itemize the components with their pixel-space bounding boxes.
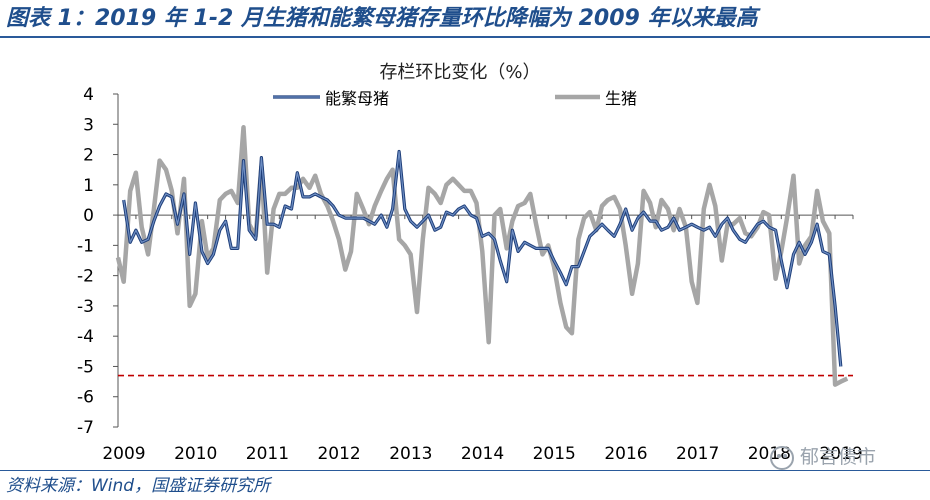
wechat-icon xyxy=(770,445,794,470)
y-tick-label: -5 xyxy=(77,357,94,377)
y-tick-label: -3 xyxy=(77,297,94,317)
series-line-hog xyxy=(115,125,849,387)
x-tick-label: 2013 xyxy=(389,444,432,464)
series-line-sow xyxy=(123,150,842,367)
x-tick-label: 2011 xyxy=(246,444,289,464)
title-divider xyxy=(0,36,930,38)
legend-label-sow: 能繁母猪 xyxy=(325,89,389,108)
chart-title: 存栏环比变化（%） xyxy=(379,62,540,83)
watermark: 郁言债市 xyxy=(770,443,920,471)
y-tick-label: 3 xyxy=(83,115,94,135)
watermark-text: 郁言债市 xyxy=(800,446,877,468)
y-tick-label: -2 xyxy=(77,267,94,287)
x-tick-label: 2014 xyxy=(461,444,504,464)
x-tick-label: 2010 xyxy=(174,444,217,464)
y-tick-label: -1 xyxy=(77,236,94,256)
x-tick-label: 2019 xyxy=(819,444,862,464)
x-tick-label: 2009 xyxy=(102,444,145,464)
legend-label-hog: 生猪 xyxy=(605,89,637,108)
y-tick-label: -7 xyxy=(77,418,94,438)
x-tick-label: 2012 xyxy=(317,444,360,464)
source-divider xyxy=(0,470,930,471)
figure-source: 资料来源：Wind，国盛证券研究所 xyxy=(6,476,271,496)
axes-layer: 4 3 2 1 0 -1 -2 -3 -4 -5 -6 -7 2009 2010 2011 2012 2013 2… xyxy=(77,85,863,464)
x-tick-label: 2017 xyxy=(676,444,719,464)
line-chart: 存栏环比变化（%） 4 3 2 1 0 -1 -2 -3 -4 -5 -6 -7 2009 2010 201… xyxy=(77,62,863,464)
y-tick-label: 1 xyxy=(83,176,94,196)
figure-title: 图表 1：2019 年 1-2 月生猪和能繁母猪存量环比降幅为 2009 年以来… xyxy=(6,6,758,31)
legend: 能繁母猪 生猪 xyxy=(273,89,637,108)
x-tick-label: 2016 xyxy=(604,444,647,464)
x-tick-label: 2015 xyxy=(533,444,576,464)
series-layer xyxy=(115,125,849,387)
y-tick-label: 2 xyxy=(83,146,94,166)
y-tick-label: -6 xyxy=(77,388,94,408)
y-tick-label: -4 xyxy=(77,327,94,347)
y-tick-label: 4 xyxy=(83,85,94,105)
y-tick-label: 0 xyxy=(83,206,94,226)
